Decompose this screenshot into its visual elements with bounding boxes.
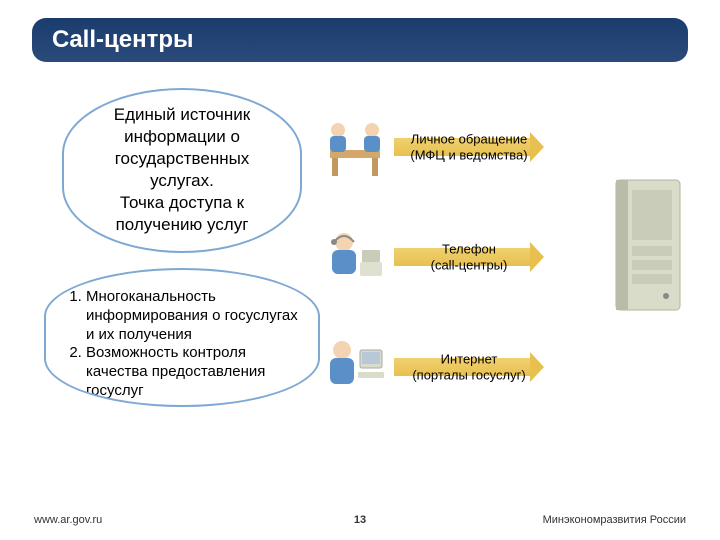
meeting-icon xyxy=(320,112,390,182)
channel-row: Телефон (call-центры) xyxy=(320,222,548,292)
features-list: Многоканальность информирования о госусл… xyxy=(62,288,302,401)
title-bar: Call-центры xyxy=(32,18,688,62)
info-bubble-top: Единый источник информации о государстве… xyxy=(62,88,302,253)
page-number: 13 xyxy=(354,514,366,526)
server-icon xyxy=(608,170,688,320)
arrow: Телефон (call-центры) xyxy=(394,242,544,272)
phone-operator-icon xyxy=(320,222,390,292)
list-item: Многоканальность информирования о госусл… xyxy=(86,288,302,344)
arrow: Интернет (порталы госуслуг) xyxy=(394,352,544,382)
page-title: Call-центры xyxy=(52,26,194,54)
arrow-label: Личное обращение (МФЦ и ведомства) xyxy=(394,131,544,162)
list-item: Возможность контроля качества предоставл… xyxy=(86,344,302,400)
arrow-label: Телефон (call-центры) xyxy=(394,241,544,272)
footer: www.ar.gov.ru 13 Минэкономразвития Росси… xyxy=(34,514,686,526)
arrow-label: Интернет (порталы госуслуг) xyxy=(394,351,544,382)
footer-org: Минэкономразвития России xyxy=(543,514,686,526)
channel-row: Интернет (порталы госуслуг) xyxy=(320,332,548,402)
arrow: Личное обращение (МФЦ и ведомства) xyxy=(394,132,544,162)
footer-url: www.ar.gov.ru xyxy=(34,514,102,526)
info-bubble-bottom: Многоканальность информирования о госусл… xyxy=(44,268,320,407)
bubble-top-text: Единый источник информации о государстве… xyxy=(114,105,250,234)
computer-user-icon xyxy=(320,332,390,402)
channel-row: Личное обращение (МФЦ и ведомства) xyxy=(320,112,548,182)
